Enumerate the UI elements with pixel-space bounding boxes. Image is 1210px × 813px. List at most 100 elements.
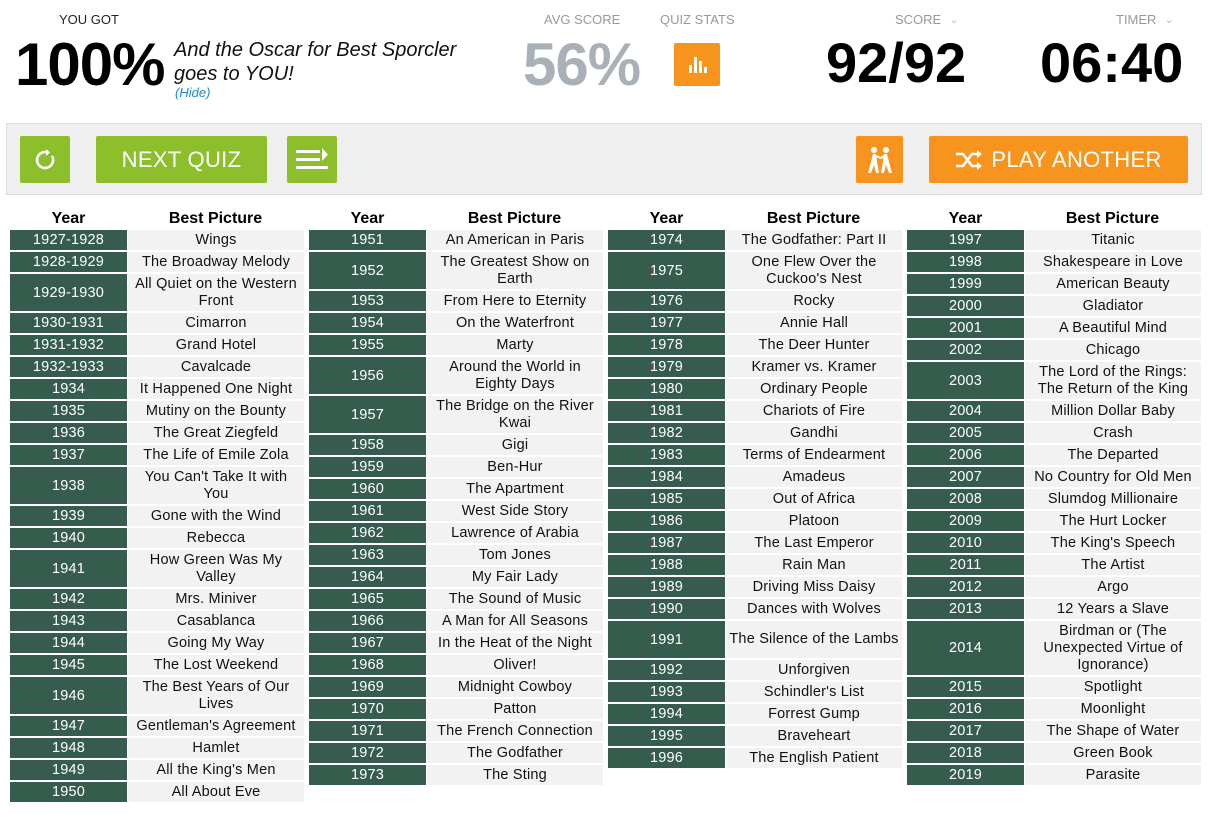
year-cell: 1951	[309, 230, 426, 252]
answer-cell: The Great Ziegfeld	[127, 423, 304, 445]
playlist-button[interactable]	[287, 136, 337, 183]
table-row: 1943 Casablanca	[10, 611, 304, 633]
year-cell: 1954	[309, 313, 426, 335]
table-row: 1959 Ben-Hur	[309, 457, 603, 479]
answer-cell: One Flew Over the Cuckoo's Nest	[725, 252, 902, 291]
answer-cell: Annie Hall	[725, 313, 902, 335]
year-cell: 1939	[10, 506, 127, 528]
table-row: 2011 The Artist	[907, 555, 1201, 577]
year-header: Year	[649, 210, 684, 227]
year-cell: 2010	[907, 533, 1024, 555]
answer-cell: Around the World in Eighty Days	[426, 357, 603, 396]
avg-score-value: 56%	[523, 31, 641, 98]
table-row: 1965 The Sound of Music	[309, 589, 603, 611]
table-row: 1951 An American in Paris	[309, 230, 603, 252]
year-cell: 1978	[608, 335, 725, 357]
table-row: 1992 Unforgiven	[608, 660, 902, 682]
answer-cell: Kramer vs. Kramer	[725, 357, 902, 379]
table-row: 1955 Marty	[309, 335, 603, 357]
challenge-button[interactable]	[856, 136, 903, 183]
table-row: 1989 Driving Miss Daisy	[608, 577, 902, 599]
year-cell: 1996	[608, 748, 725, 770]
year-cell: 1943	[10, 611, 127, 633]
year-cell: 1953	[309, 291, 426, 313]
table-row: 2019 Parasite	[907, 765, 1201, 787]
answer-cell: The Last Emperor	[725, 533, 902, 555]
next-quiz-label: NEXT QUIZ	[121, 146, 242, 172]
year-cell: 2000	[907, 296, 1024, 318]
table-row: 2009 The Hurt Locker	[907, 511, 1201, 533]
table-row: 1960 The Apartment	[309, 479, 603, 501]
year-cell: 1969	[309, 677, 426, 699]
answer-cell: All About Eve	[127, 782, 304, 804]
table-row: 1956 Around the World in Eighty Days	[309, 357, 603, 396]
column-header: Year Best Picture	[608, 208, 902, 230]
year-cell: 1949	[10, 760, 127, 782]
year-cell: 1932-1933	[10, 357, 127, 379]
answer-cell: Tom Jones	[426, 545, 603, 567]
table-row: 1978 The Deer Hunter	[608, 335, 902, 357]
answer-cell: Cavalcade	[127, 357, 304, 379]
year-cell: 1992	[608, 660, 725, 682]
table-row: 1948 Hamlet	[10, 738, 304, 760]
answer-cell: The Hurt Locker	[1024, 511, 1201, 533]
table-row: 1957 The Bridge on the River Kwai	[309, 396, 603, 435]
answer-cell: The Sound of Music	[426, 589, 603, 611]
chevron-down-icon: ⌄	[949, 14, 959, 26]
answer-cell: The Departed	[1024, 445, 1201, 467]
answer-cell: All Quiet on the Western Front	[127, 274, 304, 313]
timer-value: 06:40	[1040, 31, 1184, 94]
year-cell: 1999	[907, 274, 1024, 296]
table-row: 1997 Titanic	[907, 230, 1201, 252]
table-row: 1964 My Fair Lady	[309, 567, 603, 589]
shuffle-icon	[956, 149, 983, 170]
next-quiz-button[interactable]: NEXT QUIZ	[96, 136, 267, 183]
table-row: 1942 Mrs. Miniver	[10, 589, 304, 611]
answer-cell: Gandhi	[725, 423, 902, 445]
year-cell: 1927-1928	[10, 230, 127, 252]
answer-cell: Oliver!	[426, 655, 603, 677]
table-row: 1968 Oliver!	[309, 655, 603, 677]
answer-cell: My Fair Lady	[426, 567, 603, 589]
answer-cell: The Apartment	[426, 479, 603, 501]
year-cell: 1959	[309, 457, 426, 479]
year-cell: 1968	[309, 655, 426, 677]
answer-cell: West Side Story	[426, 501, 603, 523]
answer-cell: American Beauty	[1024, 274, 1201, 296]
year-cell: 1947	[10, 716, 127, 738]
year-cell: 1938	[10, 467, 127, 506]
score-label[interactable]: SCORE ⌄	[895, 12, 958, 27]
answer-cell: Schindler's List	[725, 682, 902, 704]
year-cell: 1964	[309, 567, 426, 589]
hide-link[interactable]: (Hide)	[175, 85, 211, 100]
table-row: 1963 Tom Jones	[309, 545, 603, 567]
year-cell: 2008	[907, 489, 1024, 511]
year-cell: 2003	[907, 362, 1024, 401]
play-another-button[interactable]: PLAY ANOTHER	[929, 136, 1188, 183]
answer-cell: The Artist	[1024, 555, 1201, 577]
table-row: 1928-1929 The Broadway Melody	[10, 252, 304, 274]
table-row: 2013 12 Years a Slave	[907, 599, 1201, 621]
year-cell: 1984	[608, 467, 725, 489]
year-cell: 1988	[608, 555, 725, 577]
year-cell: 2002	[907, 340, 1024, 362]
quiz-stats-button[interactable]	[674, 43, 720, 86]
column-header: Year Best Picture	[10, 208, 304, 230]
answer-cell: Gentleman's Agreement	[127, 716, 304, 738]
answer-cell: A Beautiful Mind	[1024, 318, 1201, 340]
answer-cell: Midnight Cowboy	[426, 677, 603, 699]
table-row: 1996 The English Patient	[608, 748, 902, 770]
year-cell: 1977	[608, 313, 725, 335]
year-cell: 2007	[907, 467, 1024, 489]
replay-button[interactable]	[20, 136, 70, 183]
table-row: 1994 Forrest Gump	[608, 704, 902, 726]
table-row: 2017 The Shape of Water	[907, 721, 1201, 743]
year-cell: 2016	[907, 699, 1024, 721]
timer-label[interactable]: TIMER ⌄	[1116, 12, 1174, 27]
answer-cell: Gigi	[426, 435, 603, 457]
answer-cell: 12 Years a Slave	[1024, 599, 1201, 621]
answer-cell: Crash	[1024, 423, 1201, 445]
table-row: 1987 The Last Emperor	[608, 533, 902, 555]
score-value: 92/92	[826, 31, 967, 94]
answer-cell: Chicago	[1024, 340, 1201, 362]
